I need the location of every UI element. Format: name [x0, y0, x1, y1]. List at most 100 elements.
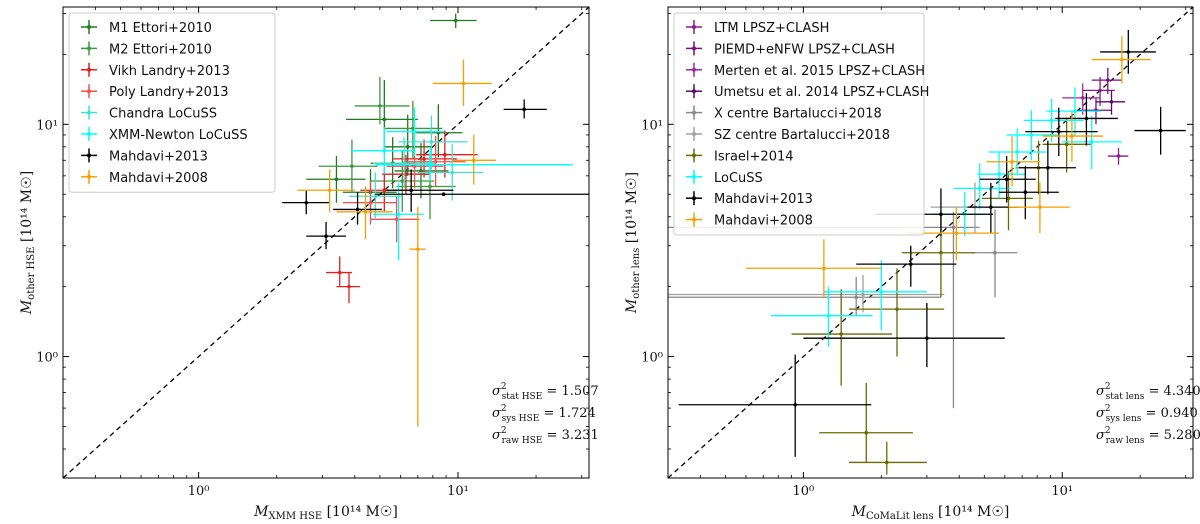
x-tick-label: 10⁰ — [792, 484, 814, 499]
data-point[interactable] — [398, 115, 468, 170]
data-point[interactable] — [333, 192, 383, 225]
data-point[interactable] — [384, 101, 443, 159]
data-point[interactable] — [452, 134, 496, 185]
stats-value: = 4.340 — [1144, 384, 1200, 399]
point-marker — [1010, 159, 1014, 164]
legend-item[interactable]: XMM-Newton LoCuSS — [81, 127, 248, 143]
stats-sup: 2 — [501, 382, 507, 392]
data-point[interactable] — [1018, 140, 1076, 195]
data-point[interactable] — [819, 382, 913, 463]
data-point[interactable] — [416, 130, 478, 178]
data-point[interactable] — [1134, 106, 1186, 155]
data-point[interactable] — [1095, 90, 1126, 115]
data-point[interactable] — [409, 207, 426, 427]
point-marker — [304, 200, 309, 205]
data-layer — [668, 7, 1193, 478]
legend-item[interactable]: Merten et al. 2015 LPSZ+CLASH — [686, 62, 925, 79]
data-point[interactable] — [370, 150, 435, 212]
series-3 — [342, 136, 466, 243]
data-point[interactable] — [342, 181, 397, 225]
point-marker — [355, 207, 360, 212]
point-marker — [1126, 50, 1131, 54]
data-point[interactable] — [668, 274, 945, 313]
data-point[interactable] — [1091, 67, 1122, 95]
data-point[interactable] — [318, 139, 378, 193]
data-point[interactable] — [791, 289, 893, 386]
point-marker — [939, 250, 943, 255]
data-point[interactable] — [1055, 93, 1118, 146]
data-point[interactable] — [803, 303, 1005, 368]
data-point[interactable] — [370, 196, 420, 243]
point-marker — [334, 177, 339, 182]
data-point[interactable] — [375, 192, 591, 197]
legend-item[interactable]: SZ centre Bartalucci+2018 — [686, 127, 890, 143]
point-marker — [884, 460, 889, 465]
data-point[interactable] — [351, 127, 415, 175]
data-point[interactable] — [417, 144, 484, 201]
data-point[interactable] — [745, 239, 882, 298]
data-point[interactable] — [1046, 87, 1102, 137]
legend-item[interactable]: Israel+2014 — [686, 148, 794, 164]
data-point[interactable] — [282, 190, 330, 215]
data-point[interactable] — [297, 169, 355, 212]
legend-item[interactable]: Mahdavi+2008 — [686, 212, 813, 229]
data-point[interactable] — [1091, 36, 1151, 84]
stats-sub: raw lens — [1106, 436, 1145, 446]
data-point[interactable] — [986, 136, 1040, 187]
legend-marker-dot — [87, 89, 91, 94]
legend-item[interactable]: Mahdavi+2008 — [81, 169, 208, 186]
legend-item[interactable]: X centre Bartalucci+2018 — [686, 105, 882, 122]
data-point[interactable] — [1023, 98, 1084, 142]
data-point[interactable] — [306, 221, 346, 250]
data-point[interactable] — [336, 272, 361, 304]
legend-item[interactable]: LTM LPSZ+CLASH — [686, 20, 829, 36]
data-point[interactable] — [392, 139, 457, 178]
legend-item[interactable]: Mahdavi+2013 — [81, 148, 208, 164]
legend-item[interactable]: M2 Ettori+2010 — [81, 41, 212, 57]
data-point[interactable] — [326, 256, 352, 287]
data-point[interactable] — [823, 260, 927, 331]
data-point[interactable] — [386, 169, 454, 212]
data-point[interactable] — [1042, 117, 1091, 173]
data-point[interactable] — [999, 166, 1059, 220]
legend-item[interactable]: Mahdavi+2013 — [686, 191, 813, 207]
data-point[interactable] — [432, 59, 492, 106]
data-point[interactable] — [678, 354, 872, 457]
data-point[interactable] — [771, 286, 873, 347]
data-point[interactable] — [372, 182, 425, 261]
data-point[interactable] — [1042, 111, 1104, 162]
data-point[interactable] — [354, 76, 410, 125]
legend-item[interactable]: Poly Landry+2013 — [81, 84, 228, 100]
legend-item[interactable]: Umetsu et al. 2014 LPSZ+CLASH — [686, 84, 929, 100]
data-point[interactable] — [979, 156, 1036, 203]
data-point[interactable] — [1082, 76, 1116, 106]
legend-label: XMM-Newton LoCuSS — [109, 128, 248, 143]
data-point[interactable] — [386, 107, 444, 157]
data-point[interactable] — [848, 268, 945, 357]
data-point[interactable] — [988, 128, 1047, 175]
data-point[interactable] — [1025, 107, 1098, 157]
data-point[interactable] — [429, 13, 477, 28]
point-marker — [1120, 57, 1124, 62]
data-point[interactable] — [856, 245, 957, 287]
legend-item[interactable]: Vikh Landry+2013 — [81, 62, 230, 79]
data-point[interactable] — [336, 186, 393, 240]
data-point[interactable] — [1008, 182, 1070, 234]
data-point[interactable] — [503, 99, 547, 119]
data-point[interactable] — [972, 209, 1018, 298]
legend-item[interactable]: Chandra LoCuSS — [81, 105, 217, 122]
data-point[interactable] — [953, 163, 1011, 210]
legend-item[interactable]: PIEMD+eNFW LPSZ+CLASH — [686, 41, 895, 57]
legend-item[interactable]: LoCuSS — [686, 169, 763, 186]
point-marker — [409, 188, 413, 193]
data-point[interactable] — [1107, 148, 1129, 165]
data-point[interactable] — [306, 156, 366, 203]
data-point[interactable] — [848, 441, 927, 475]
point-marker — [373, 194, 378, 199]
legend-item[interactable]: M1 Ettori+2010 — [81, 20, 212, 36]
data-point[interactable] — [1100, 29, 1156, 74]
data-point[interactable] — [1062, 83, 1101, 115]
legend-marker-dot — [87, 110, 91, 115]
x-axis-label: MCoMaLit lens [10¹⁴ M☉] — [851, 504, 1010, 522]
